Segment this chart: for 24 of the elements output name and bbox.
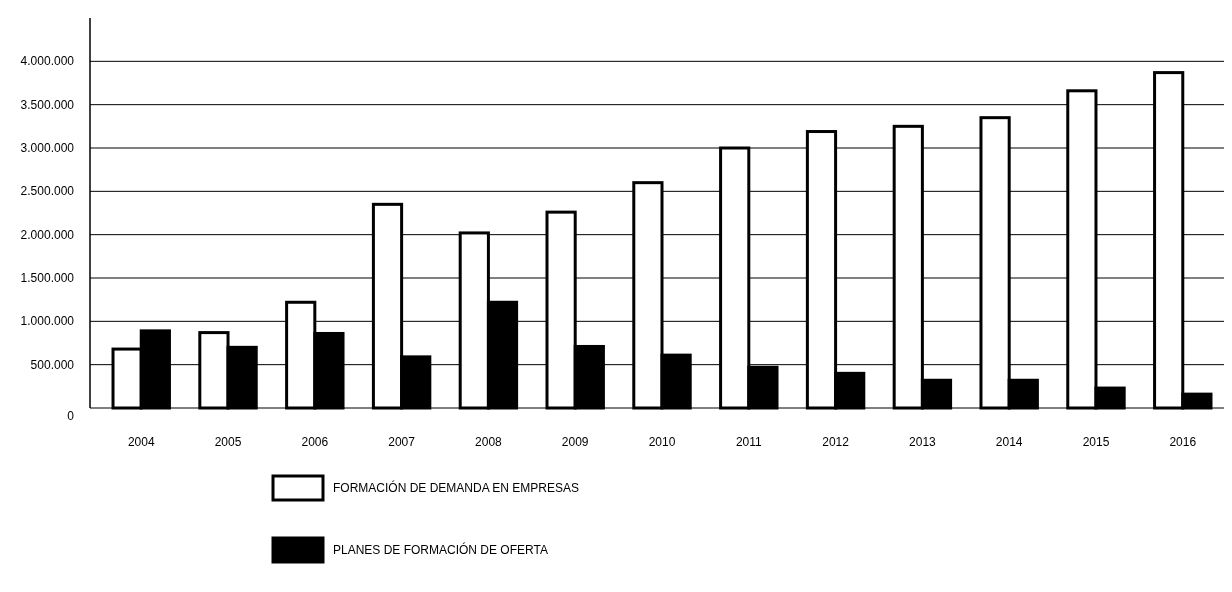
y-tick-label: 2.000.000 (20, 227, 75, 242)
x-tick-label: 2004 (127, 435, 155, 449)
x-tick-label: 2012 (822, 435, 850, 449)
x-tick-label: 2013 (909, 435, 937, 449)
x-tick-label: 2005 (214, 435, 242, 449)
y-tick-label: 3.000.000 (20, 141, 75, 155)
y-tick-label: 500.000 (30, 357, 75, 372)
x-tick-label: 2015 (1082, 435, 1110, 449)
y-tick-label: 0 (67, 409, 75, 423)
y-tick-label: 1.500.000 (20, 271, 75, 285)
y-tick-label: 3.500.000 (20, 97, 75, 112)
x-tick-label: 2008 (475, 435, 503, 449)
x-tick-label: 2014 (995, 435, 1023, 449)
x-tick-label: 2011 (735, 435, 763, 449)
legend-label: PLANES DE FORMACIÓN DE OFERTA (333, 542, 548, 557)
x-tick-label: 2010 (648, 435, 676, 449)
x-tick-label: 2006 (301, 435, 329, 449)
x-tick-label: 2007 (388, 435, 416, 449)
x-tick-label: 2016 (1169, 435, 1197, 449)
x-tick-label: 2009 (561, 435, 589, 449)
y-tick-label: 4.000.000 (20, 54, 75, 69)
y-tick-label: 1.000.000 (20, 314, 75, 329)
legend-label: FORMACIÓN DE DEMANDA EN EMPRESAS (333, 480, 580, 495)
y-tick-label: 2.500.000 (20, 184, 75, 199)
